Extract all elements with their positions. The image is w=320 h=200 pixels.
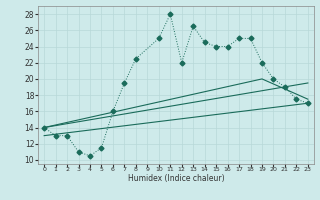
X-axis label: Humidex (Indice chaleur): Humidex (Indice chaleur) <box>128 174 224 183</box>
